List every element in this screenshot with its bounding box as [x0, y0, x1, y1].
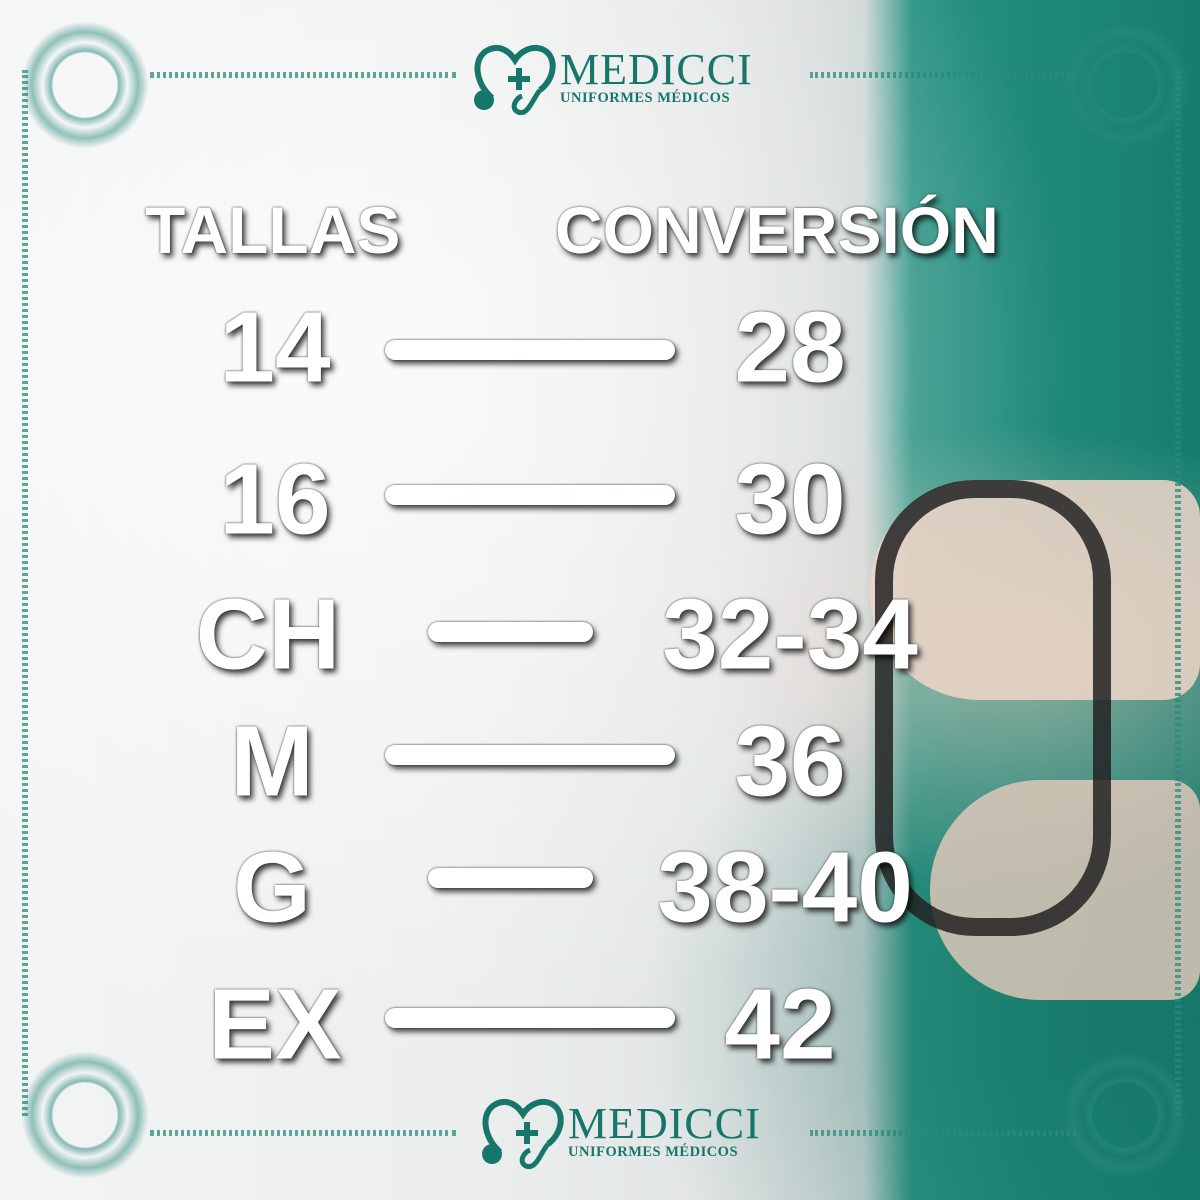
header-conversion: CONVERSIÓN [555, 193, 999, 267]
logo-bottom: MEDICCI UNIFORMES MÉDICOS [478, 1092, 761, 1172]
ornament-border-bottom-right [810, 1130, 1076, 1136]
talla-value: 16 [219, 443, 331, 556]
ornament-border-top-left [150, 72, 456, 78]
logo-brand: MEDICCI [568, 1098, 761, 1148]
ornament-corner-top-right [1050, 10, 1200, 160]
connector-line [385, 485, 675, 505]
heart-stethoscope-icon [474, 44, 556, 116]
talla-value: 14 [219, 291, 331, 404]
talla-value: CH [195, 578, 341, 691]
logo-brand: MEDICCI [560, 44, 753, 94]
connector-line [385, 1008, 675, 1028]
ornament-border-top-right [810, 72, 1076, 78]
logo-tagline: UNIFORMES MÉDICOS [560, 89, 731, 106]
ornament-corner-bottom-left [10, 1040, 160, 1190]
talla-value: EX [208, 968, 342, 1081]
ornament-border-right [1175, 70, 1181, 1116]
ornament-border-left [22, 70, 28, 1116]
connector-line [428, 622, 593, 642]
conversion-value: 32-34 [662, 578, 918, 691]
logo-top: MEDICCI UNIFORMES MÉDICOS [470, 38, 753, 118]
conversion-value: 28 [734, 291, 846, 404]
connector-line [385, 745, 675, 765]
conversion-value: 42 [724, 968, 836, 1081]
ornament-corner-bottom-right [1050, 1040, 1200, 1190]
logo-tagline: UNIFORMES MÉDICOS [568, 1143, 739, 1160]
connector-line [385, 340, 675, 360]
conversion-value: 30 [734, 443, 846, 556]
talla-value: M [230, 705, 314, 818]
ornament-border-bottom-left [150, 1130, 456, 1136]
ornament-corner-top-left [10, 10, 160, 160]
header-tallas: TALLAS [145, 193, 401, 267]
connector-line [428, 868, 593, 888]
conversion-value: 36 [734, 705, 846, 818]
talla-value: G [233, 831, 311, 944]
conversion-value: 38-40 [657, 831, 913, 944]
heart-stethoscope-icon [482, 1098, 564, 1170]
